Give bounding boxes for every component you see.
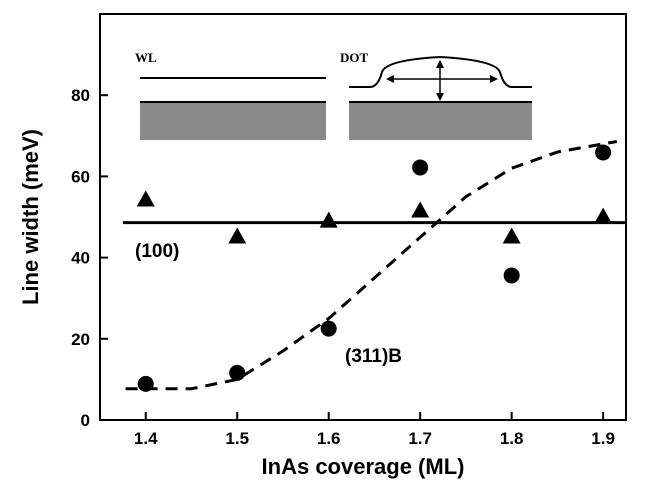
triangle-marker [502,227,521,244]
circle-marker [320,320,337,337]
inset-substrate [140,103,326,140]
y-axis-title: Line width (meV) [18,129,43,305]
fit-line [125,140,618,391]
triangle-marker [228,227,247,244]
triangle-marker [319,211,338,228]
x-axis-title: InAs coverage (ML) [262,454,465,479]
circle-marker [229,364,246,381]
x-tick-label: 1.7 [408,429,432,448]
x-tick-label: 1.4 [134,429,158,448]
x-tick-label: 1.6 [317,429,341,448]
circle-marker [137,375,154,392]
plot-frame [99,13,627,421]
y-tick-label: 80 [71,86,90,105]
inset-substrate [349,103,532,140]
inset [140,55,532,140]
y-tick-label: 0 [81,411,90,430]
annotation: (311)B [345,346,402,367]
annotation: (100) [135,241,179,262]
x-tick-label: 1.8 [500,429,524,448]
circle-marker [503,267,520,284]
triangle-marker [594,207,613,224]
y-tick-label: 40 [71,249,90,268]
circle-marker [412,159,429,176]
circle-marker [595,144,612,161]
x-tick-label: 1.9 [591,429,615,448]
triangle-marker [136,190,155,207]
annotation: WL [135,50,157,65]
triangle-marker [411,201,430,218]
y-tick-label: 20 [71,330,90,349]
y-tick-label: 60 [71,167,90,186]
x-tick-label: 1.5 [225,429,249,448]
annotation: DOT [340,50,369,65]
inset-dot-shape [349,55,532,88]
